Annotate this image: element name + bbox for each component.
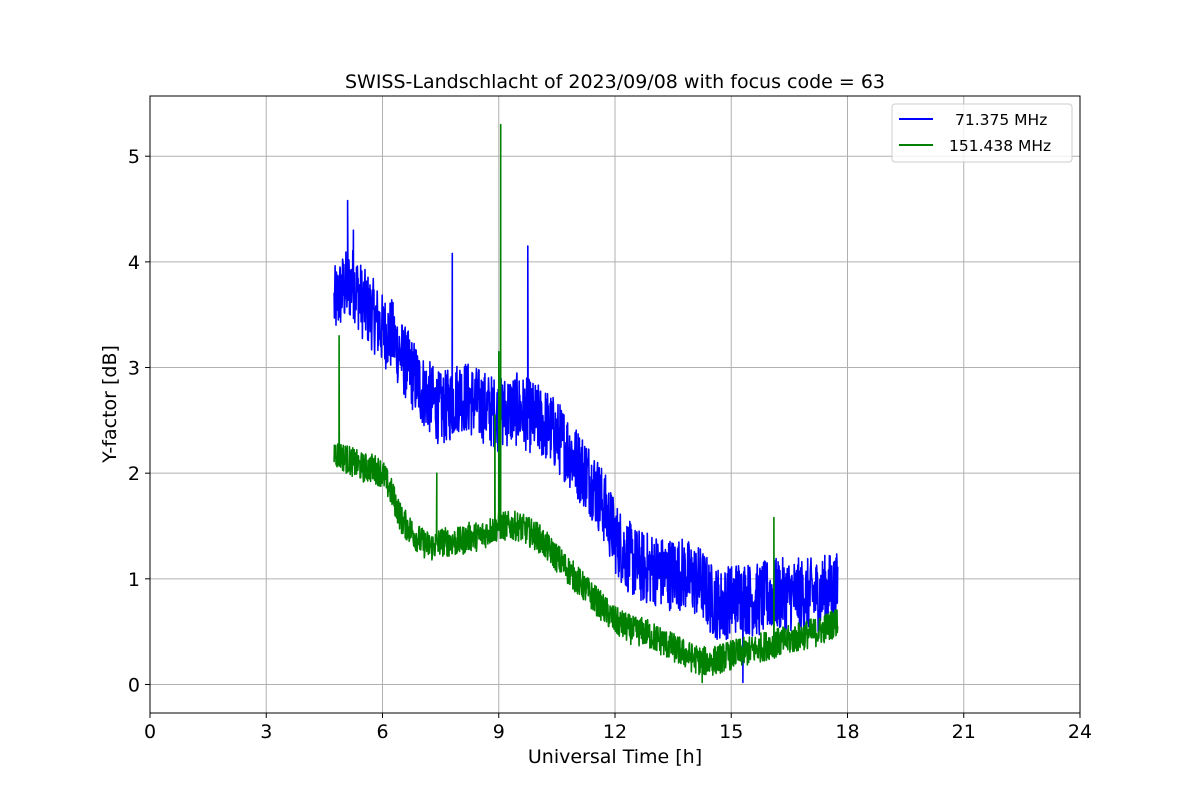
x-tick-label: 18	[835, 721, 859, 743]
x-tick-label: 6	[376, 721, 388, 743]
y-axis-label: Y-factor [dB]	[99, 345, 121, 464]
y-tick-label: 1	[128, 569, 140, 591]
y-tick-label: 4	[128, 252, 140, 274]
chart-title: SWISS-Landschlacht of 2023/09/08 with fo…	[345, 71, 885, 93]
x-axis-label: Universal Time [h]	[528, 746, 702, 768]
x-tick-label: 15	[719, 721, 743, 743]
legend: 71.375 MHz 151.438 MHz	[891, 103, 1073, 163]
legend-box	[891, 103, 1073, 163]
plot-series	[333, 123, 839, 684]
y-tick-label: 2	[128, 463, 140, 485]
series-line-1	[333, 123, 839, 684]
legend-label-71mhz: 71.375 MHz	[955, 111, 1047, 129]
x-tick-label: 9	[493, 721, 505, 743]
x-tick-label: 0	[144, 721, 156, 743]
x-tick-label: 21	[952, 721, 976, 743]
x-tick-label: 12	[603, 721, 627, 743]
x-tick-label: 24	[1068, 721, 1092, 743]
legend-label-151mhz: 151.438 MHz	[949, 137, 1051, 155]
y-tick-label: 5	[128, 146, 140, 168]
y-tick-label: 3	[128, 358, 140, 380]
y-tick-label: 0	[128, 674, 140, 696]
series-line-0	[333, 199, 839, 684]
x-tick-label: 3	[260, 721, 272, 743]
